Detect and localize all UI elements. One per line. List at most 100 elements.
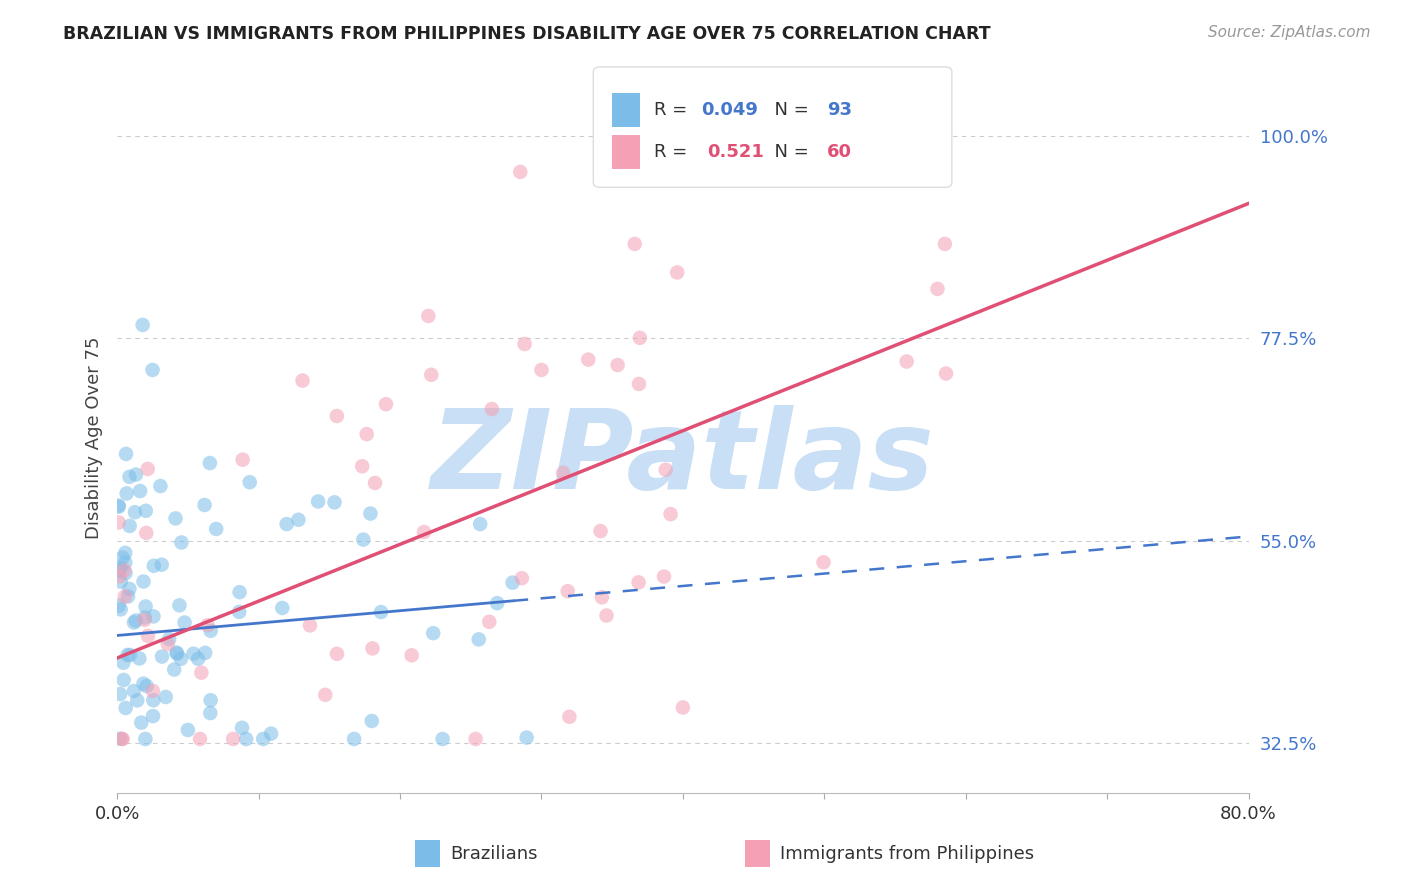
Point: [652, 569, 675, 583]
Point: [114, 701, 136, 715]
Point: [107, 500, 129, 514]
Point: [115, 486, 138, 500]
Point: [200, 624, 222, 638]
Point: [432, 731, 454, 746]
Point: [298, 618, 321, 632]
Point: [135, 504, 157, 518]
Point: [352, 459, 374, 474]
Point: [235, 731, 257, 746]
Point: [200, 706, 222, 720]
Point: [134, 610, 156, 624]
Point: [142, 684, 165, 698]
Text: Brazilians: Brazilians: [450, 845, 537, 863]
Point: [115, 447, 138, 461]
Point: [530, 363, 553, 377]
Point: [124, 505, 146, 519]
Point: [155, 690, 177, 704]
Point: [141, 363, 163, 377]
Point: [108, 731, 131, 746]
Point: [118, 648, 141, 662]
Point: [118, 582, 141, 596]
Point: [576, 352, 599, 367]
Point: [134, 613, 156, 627]
Point: [157, 632, 180, 646]
Point: [198, 456, 221, 470]
Point: [112, 656, 135, 670]
Point: [118, 470, 141, 484]
Point: [132, 574, 155, 589]
Point: [150, 649, 173, 664]
Point: [114, 555, 136, 569]
Point: [111, 731, 134, 746]
Text: 93: 93: [827, 101, 852, 119]
Point: [361, 641, 384, 656]
Point: [108, 569, 131, 583]
Point: [187, 652, 209, 666]
Point: [659, 507, 682, 521]
Text: N =: N =: [763, 101, 815, 119]
Point: [117, 590, 139, 604]
Point: [129, 715, 152, 730]
Point: [478, 615, 501, 629]
Point: [291, 374, 314, 388]
Point: [510, 571, 533, 585]
Point: [135, 599, 157, 614]
Point: [107, 499, 129, 513]
Point: [142, 558, 165, 573]
Text: R =: R =: [654, 143, 699, 161]
Point: [934, 236, 956, 251]
Point: [516, 731, 538, 745]
Point: [623, 236, 645, 251]
Point: [271, 601, 294, 615]
Point: [420, 368, 443, 382]
Point: [232, 452, 254, 467]
Point: [114, 590, 136, 604]
Point: [628, 331, 651, 345]
Point: [197, 618, 219, 632]
Point: [314, 688, 336, 702]
Point: [170, 652, 193, 666]
Text: Immigrants from Philippines: Immigrants from Philippines: [780, 845, 1035, 863]
Point: [107, 516, 129, 530]
Point: [509, 165, 531, 179]
Point: [352, 533, 374, 547]
Point: [627, 575, 650, 590]
Point: [228, 605, 250, 619]
Point: [194, 646, 217, 660]
Point: [110, 602, 132, 616]
Point: [108, 564, 131, 578]
Point: [112, 563, 135, 577]
Point: [252, 731, 274, 746]
Point: [553, 466, 575, 480]
Point: [110, 574, 132, 589]
Point: [170, 535, 193, 549]
Point: [173, 615, 195, 630]
Point: [343, 731, 366, 746]
Point: [132, 676, 155, 690]
Point: [326, 409, 349, 423]
Point: [589, 524, 612, 538]
Point: [114, 546, 136, 560]
Point: [156, 637, 179, 651]
Point: [558, 710, 581, 724]
Point: [360, 714, 382, 728]
Point: [111, 731, 134, 746]
Point: [134, 731, 156, 746]
Point: [200, 693, 222, 707]
Point: [654, 463, 676, 477]
Point: [125, 614, 148, 628]
Point: [107, 599, 129, 613]
Point: [222, 731, 245, 746]
Point: [122, 615, 145, 630]
Point: [813, 555, 835, 569]
Point: [502, 575, 524, 590]
Text: 0.521: 0.521: [707, 143, 763, 161]
Point: [287, 513, 309, 527]
Y-axis label: Disability Age Over 75: Disability Age Over 75: [86, 336, 103, 539]
Point: [370, 605, 392, 619]
Point: [136, 462, 159, 476]
Point: [513, 337, 536, 351]
Point: [114, 566, 136, 580]
Point: [375, 397, 398, 411]
Point: [307, 494, 329, 508]
